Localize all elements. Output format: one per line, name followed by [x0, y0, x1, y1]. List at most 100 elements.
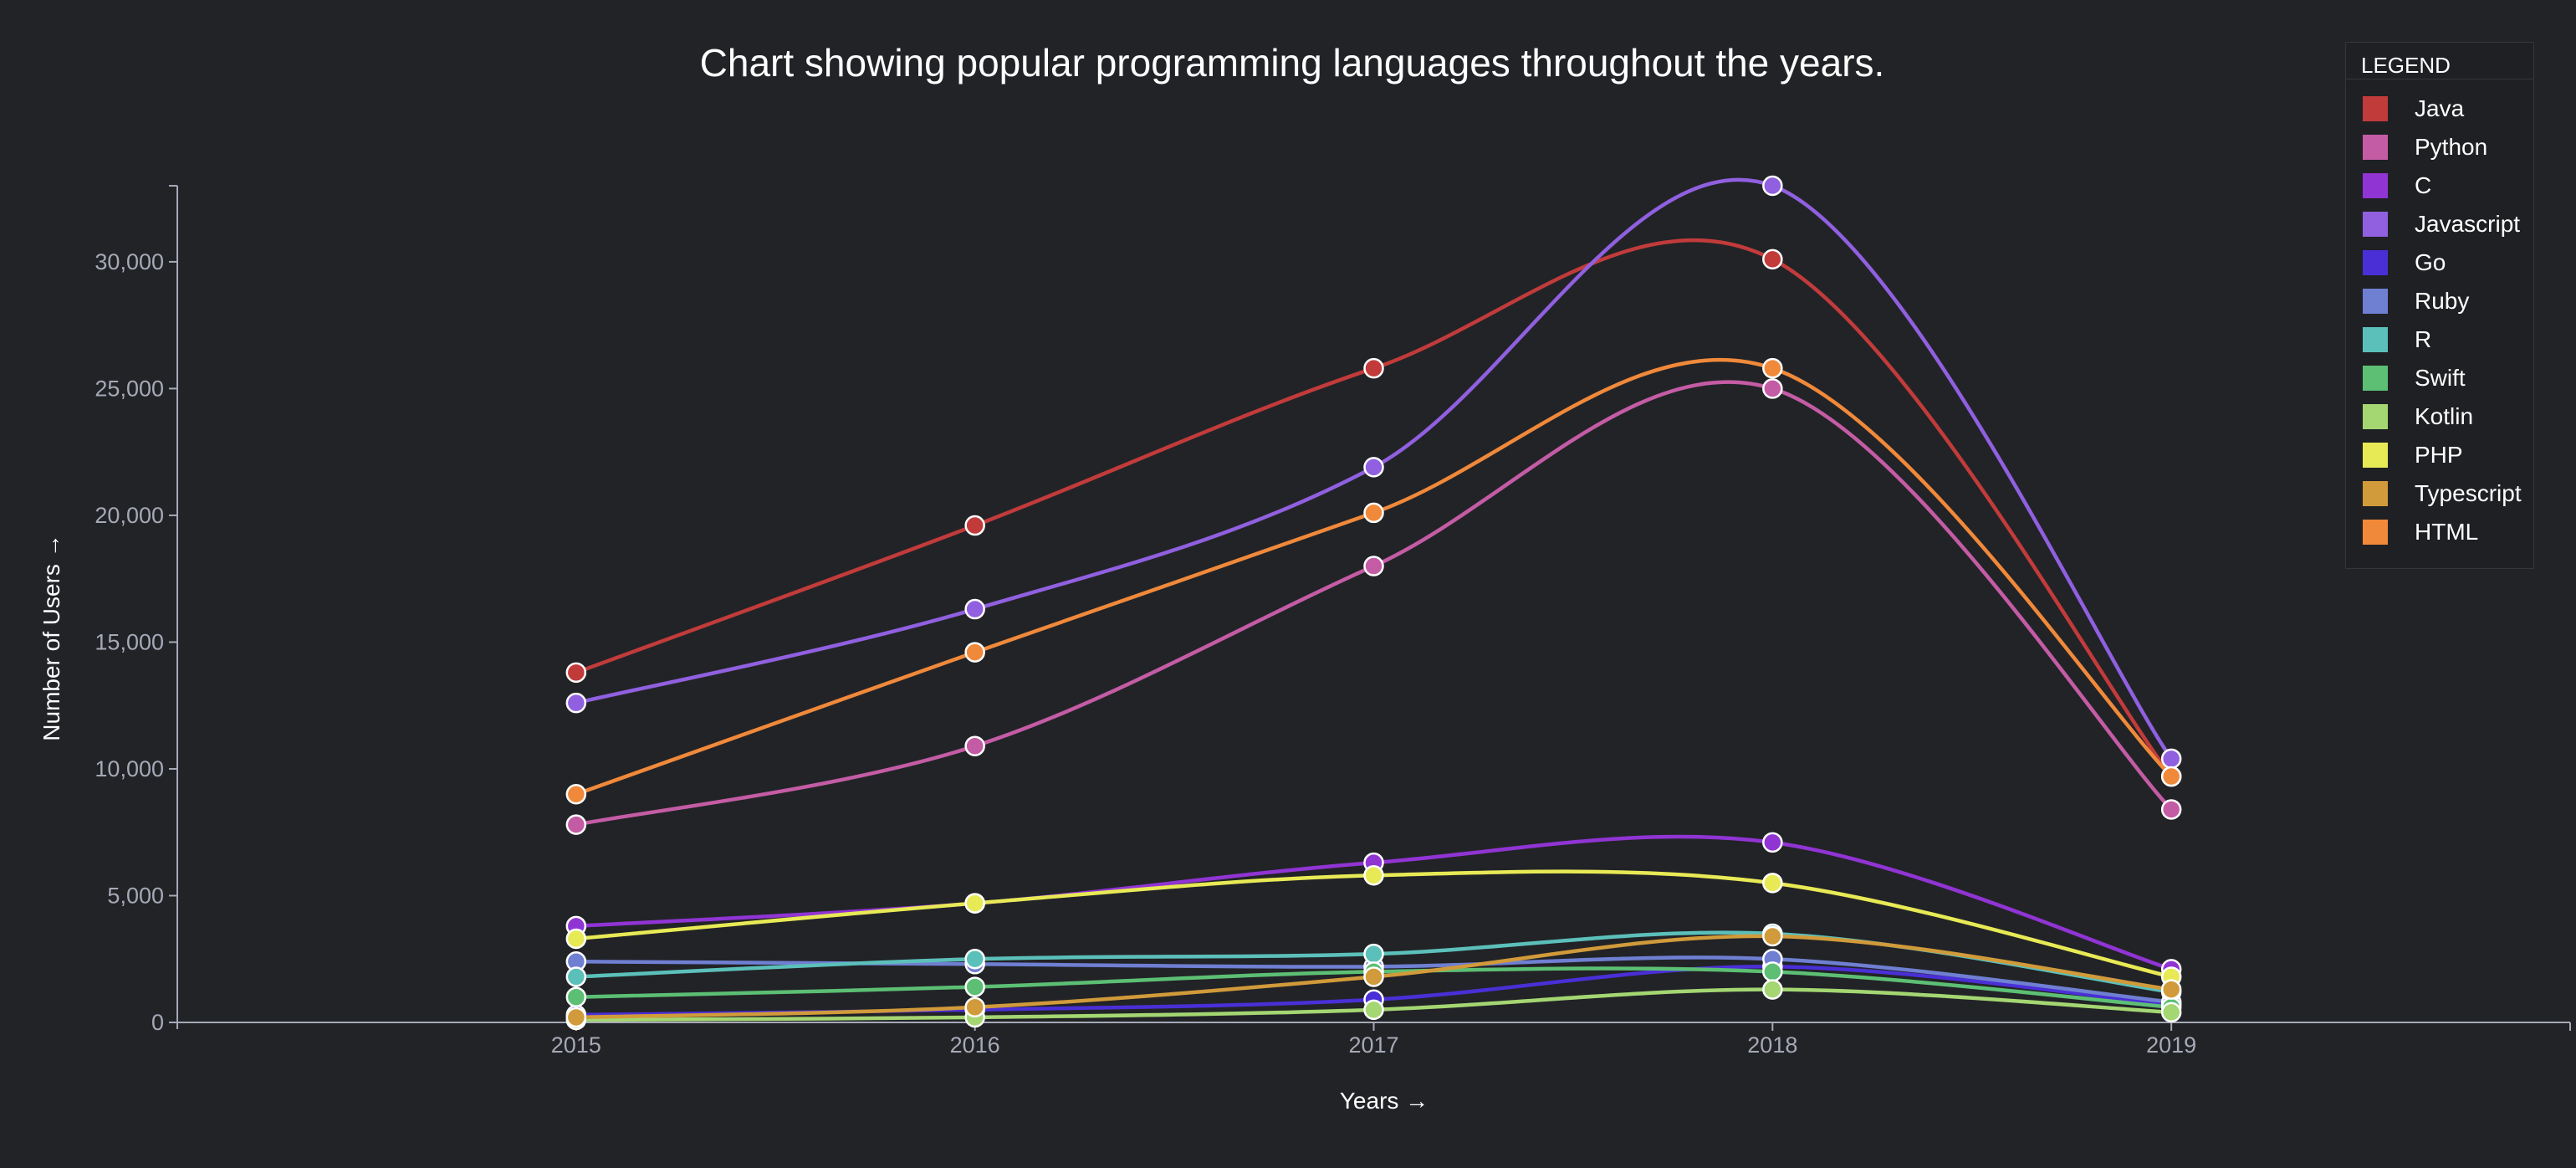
x-tick-label: 2018 [1747, 1032, 1797, 1058]
legend-label: HTML [2415, 519, 2479, 545]
data-point-python-2015[interactable] [565, 814, 587, 835]
legend-swatch [2363, 327, 2388, 352]
legend-swatch [2363, 96, 2388, 121]
series-line-javascript [575, 177, 2174, 761]
legend-item-kotlin[interactable]: Kotlin [2346, 397, 2533, 436]
legend-item-php[interactable]: PHP [2346, 436, 2533, 474]
chart-points [565, 175, 2182, 1031]
y-tick-label: 15,000 [95, 629, 164, 654]
data-point-php-2018[interactable] [1762, 873, 1783, 894]
data-point-r-2017[interactable] [1363, 943, 1384, 965]
data-point-php-2016[interactable] [964, 893, 985, 914]
legend-item-typescript[interactable]: Typescript [2346, 474, 2533, 513]
data-point-python-2019[interactable] [2160, 799, 2182, 820]
data-point-javascript-2017[interactable] [1363, 457, 1384, 478]
legend-item-c[interactable]: C [2346, 166, 2533, 205]
legend-swatch [2363, 250, 2388, 275]
data-point-java-2018[interactable] [1762, 248, 1783, 270]
data-point-html-2017[interactable] [1363, 502, 1384, 524]
data-point-php-2015[interactable] [565, 928, 587, 950]
legend-label: Kotlin [2415, 403, 2474, 429]
data-point-c-2018[interactable] [1762, 832, 1783, 853]
data-point-javascript-2015[interactable] [565, 692, 587, 714]
data-point-php-2017[interactable] [1363, 864, 1384, 886]
data-point-python-2018[interactable] [1762, 378, 1783, 399]
legend-label: Javascript [2415, 211, 2521, 237]
y-tick-label: 20,000 [95, 503, 164, 528]
data-point-html-2015[interactable] [565, 784, 587, 805]
data-point-r-2016[interactable] [964, 948, 985, 970]
series-line-java [575, 238, 2173, 778]
legend-label: Typescript [2415, 480, 2522, 506]
data-point-python-2017[interactable] [1363, 556, 1384, 576]
data-point-typescript-2015[interactable] [565, 1007, 587, 1028]
legend-swatch [2363, 481, 2388, 506]
legend-item-r[interactable]: R [2346, 320, 2533, 359]
data-point-typescript-2016[interactable] [964, 996, 985, 1018]
series-line-python [575, 380, 2173, 827]
data-point-java-2016[interactable] [964, 515, 985, 536]
chart-axes [169, 185, 2571, 1031]
legend-item-go[interactable]: Go [2346, 243, 2533, 282]
data-point-r-2015[interactable] [565, 966, 587, 987]
legend-items: Java Python C Javascript Go Ruby R Swift Kotlin P… [2346, 79, 2533, 551]
data-point-javascript-2016[interactable] [964, 598, 985, 620]
x-tick-label: 2019 [2146, 1032, 2196, 1058]
data-point-swift-2016[interactable] [964, 976, 985, 997]
data-point-java-2017[interactable] [1363, 357, 1384, 379]
chart-legend: LEGEND Java Python C Javascript Go Ruby R Swift… [2345, 42, 2534, 569]
y-tick-label: 0 [151, 1010, 164, 1035]
data-point-typescript-2018[interactable] [1762, 925, 1783, 947]
chart-title: Chart showing popular programming langua… [699, 41, 1885, 85]
series-line-html [575, 357, 2173, 797]
legend-swatch [2363, 289, 2388, 314]
data-point-kotlin-2019[interactable] [2160, 1002, 2182, 1023]
legend-swatch [2363, 520, 2388, 545]
legend-item-python[interactable]: Python [2346, 128, 2533, 166]
legend-swatch [2363, 443, 2388, 468]
legend-label: R [2415, 326, 2432, 352]
legend-label: PHP [2415, 442, 2463, 468]
legend-swatch [2363, 366, 2388, 391]
data-point-kotlin-2017[interactable] [1363, 999, 1384, 1021]
x-tick-label: 2017 [1348, 1032, 1398, 1058]
legend-label: Java [2415, 95, 2465, 121]
legend-item-java[interactable]: Java [2346, 90, 2533, 128]
x-axis-label: Years → [1339, 1088, 1429, 1114]
data-point-javascript-2019[interactable] [2160, 748, 2182, 770]
legend-label: Ruby [2415, 288, 2470, 314]
chart-lines [575, 177, 2174, 1022]
legend-item-javascript[interactable]: Javascript [2346, 205, 2533, 243]
legend-swatch [2363, 173, 2388, 198]
x-tick-label: 2015 [551, 1032, 601, 1058]
chart-ticks: 0 5,000 10,000 15,000 20,000 25,000 30,000 2015… [95, 249, 2196, 1058]
data-point-python-2016[interactable] [964, 735, 985, 756]
data-point-html-2016[interactable] [964, 642, 985, 663]
y-axis-label: Number of Users → [38, 534, 64, 741]
legend-item-html[interactable]: HTML [2346, 513, 2533, 551]
data-point-swift-2018[interactable] [1762, 961, 1783, 982]
legend-label: Go [2415, 249, 2446, 275]
legend-item-ruby[interactable]: Ruby [2346, 282, 2533, 320]
legend-label: Swift [2415, 365, 2466, 391]
legend-label: Python [2415, 134, 2488, 160]
data-point-kotlin-2018[interactable] [1762, 979, 1783, 1000]
legend-title: LEGEND [2346, 43, 2533, 79]
legend-swatch [2363, 404, 2388, 429]
data-point-java-2015[interactable] [565, 662, 587, 684]
legend-item-swift[interactable]: Swift [2346, 359, 2533, 397]
legend-label: C [2415, 172, 2432, 198]
data-point-html-2019[interactable] [2160, 766, 2182, 787]
data-point-typescript-2019[interactable] [2160, 979, 2182, 1000]
x-tick-label: 2016 [950, 1032, 1000, 1058]
legend-swatch [2363, 135, 2388, 160]
data-point-typescript-2017[interactable] [1363, 966, 1384, 987]
y-tick-label: 5,000 [107, 883, 164, 908]
y-tick-label: 30,000 [95, 249, 164, 274]
legend-swatch [2363, 212, 2388, 237]
y-tick-label: 25,000 [95, 376, 164, 401]
data-point-swift-2015[interactable] [565, 986, 587, 1007]
data-point-html-2018[interactable] [1762, 357, 1783, 379]
data-point-javascript-2018[interactable] [1762, 175, 1783, 197]
